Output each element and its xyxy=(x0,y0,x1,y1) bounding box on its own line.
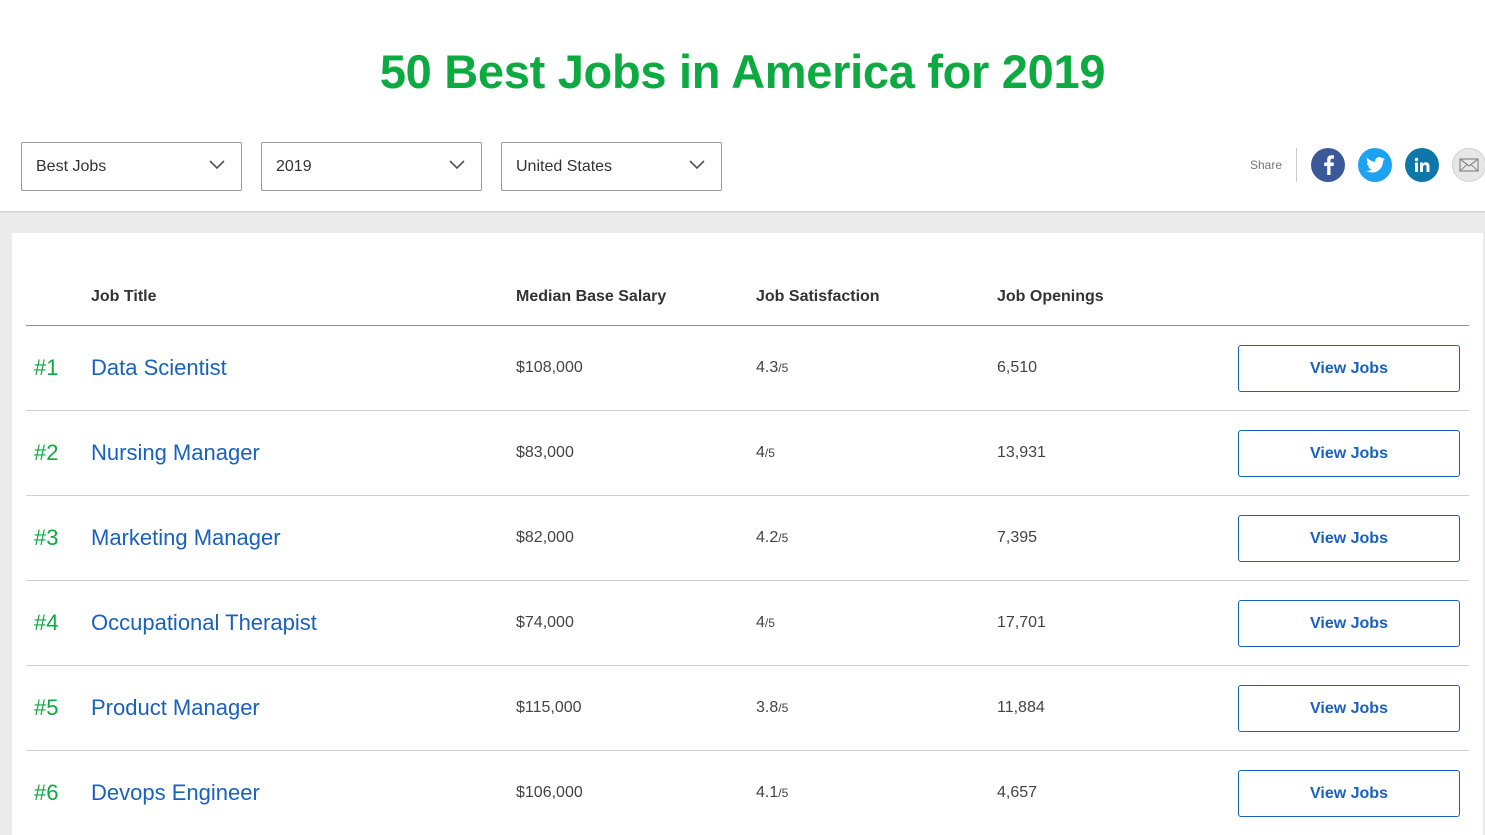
job-rank: #3 xyxy=(34,525,59,550)
job-title-link[interactable]: Devops Engineer xyxy=(91,780,260,805)
table-row: #3 Marketing Manager $82,000 4.2/5 7,395… xyxy=(26,496,1469,581)
satisfaction-cell: 4/5 xyxy=(756,614,775,632)
openings-cell: 6,510 xyxy=(997,359,1038,376)
job-rank: #2 xyxy=(34,440,59,465)
section-shadow xyxy=(0,211,1485,214)
view-jobs-button[interactable]: View Jobs xyxy=(1238,515,1460,562)
table-body: #1 Data Scientist $108,000 4.3/5 6,510 V… xyxy=(26,326,1469,835)
satisfaction-score: 4.1 xyxy=(756,784,779,801)
page-title: 50 Best Jobs in America for 2019 xyxy=(379,45,1106,98)
satisfaction-max: /5 xyxy=(778,786,789,800)
job-rank: #6 xyxy=(34,780,59,805)
job-title-link[interactable]: Marketing Manager xyxy=(91,525,281,550)
openings-cell: 13,931 xyxy=(997,444,1046,461)
satisfaction-score: 4 xyxy=(756,444,765,461)
table-row: #1 Data Scientist $108,000 4.3/5 6,510 V… xyxy=(26,326,1469,411)
chevron-down-icon xyxy=(209,160,225,170)
openings-cell: 7,395 xyxy=(997,529,1038,546)
list-type-select[interactable]: Best Jobs xyxy=(21,142,242,191)
table-row: #5 Product Manager $115,000 3.8/5 11,884… xyxy=(26,666,1469,751)
satisfaction-score: 3.8 xyxy=(756,699,779,716)
table-row: #4 Occupational Therapist $74,000 4/5 17… xyxy=(26,581,1469,666)
satisfaction-cell: 4.2/5 xyxy=(756,529,788,547)
satisfaction-max: /5 xyxy=(778,531,789,545)
year-value: 2019 xyxy=(276,158,312,175)
satisfaction-cell: 3.8/5 xyxy=(756,699,788,717)
view-jobs-button[interactable]: View Jobs xyxy=(1238,430,1460,477)
linkedin-icon[interactable] xyxy=(1405,148,1440,182)
header-salary: Median Base Salary xyxy=(516,288,667,305)
salary-cell: $106,000 xyxy=(516,784,583,801)
salary-cell: $82,000 xyxy=(516,529,574,546)
openings-cell: 17,701 xyxy=(997,614,1046,631)
table-row: #2 Nursing Manager $83,000 4/5 13,931 Vi… xyxy=(26,411,1469,496)
salary-cell: $74,000 xyxy=(516,614,574,631)
twitter-icon[interactable] xyxy=(1358,148,1393,182)
job-title-link[interactable]: Product Manager xyxy=(91,695,260,720)
jobs-table-card: Job Title Median Base Salary Job Satisfa… xyxy=(12,233,1483,835)
job-rank: #5 xyxy=(34,695,59,720)
openings-cell: 11,884 xyxy=(997,699,1045,716)
view-jobs-button[interactable]: View Jobs xyxy=(1238,345,1460,392)
share-bar: Share xyxy=(1250,148,1485,182)
year-select[interactable]: 2019 xyxy=(261,142,482,191)
satisfaction-max: /5 xyxy=(778,361,789,375)
list-type-value: Best Jobs xyxy=(36,158,107,175)
openings-cell: 4,657 xyxy=(997,784,1038,801)
job-title-link[interactable]: Nursing Manager xyxy=(91,440,260,465)
country-select[interactable]: United States xyxy=(501,142,722,191)
satisfaction-max: /5 xyxy=(764,446,775,460)
salary-cell: $108,000 xyxy=(516,359,583,376)
header-job-title: Job Title xyxy=(91,288,157,305)
satisfaction-cell: 4.1/5 xyxy=(756,784,788,802)
job-rank: #1 xyxy=(34,355,59,380)
header-satisfaction: Job Satisfaction xyxy=(756,288,880,305)
salary-cell: $83,000 xyxy=(516,444,574,461)
filter-bar: Best Jobs 2019 United States xyxy=(21,142,741,191)
satisfaction-max: /5 xyxy=(764,616,775,630)
salary-cell: $115,000 xyxy=(516,699,582,716)
satisfaction-cell: 4/5 xyxy=(756,444,775,462)
chevron-down-icon xyxy=(449,160,465,170)
satisfaction-score: 4 xyxy=(756,614,765,631)
email-icon[interactable] xyxy=(1452,148,1485,182)
chevron-down-icon xyxy=(689,160,705,170)
satisfaction-max: /5 xyxy=(778,701,789,715)
job-rank: #4 xyxy=(34,610,59,635)
satisfaction-score: 4.3 xyxy=(756,359,779,376)
job-title-link[interactable]: Data Scientist xyxy=(91,355,227,380)
header-openings: Job Openings xyxy=(997,288,1104,305)
facebook-icon[interactable] xyxy=(1311,148,1346,182)
view-jobs-button[interactable]: View Jobs xyxy=(1238,600,1460,647)
table-header: Job Title Median Base Salary Job Satisfa… xyxy=(26,233,1469,326)
view-jobs-button[interactable]: View Jobs xyxy=(1238,770,1460,817)
satisfaction-cell: 4.3/5 xyxy=(756,359,788,377)
country-value: United States xyxy=(516,158,613,175)
satisfaction-score: 4.2 xyxy=(756,529,779,546)
table-row: #6 Devops Engineer $106,000 4.1/5 4,657 … xyxy=(26,751,1469,835)
share-label: Share xyxy=(1250,158,1283,172)
job-title-link[interactable]: Occupational Therapist xyxy=(91,610,317,635)
view-jobs-button[interactable]: View Jobs xyxy=(1238,685,1460,732)
share-divider xyxy=(1296,148,1298,182)
